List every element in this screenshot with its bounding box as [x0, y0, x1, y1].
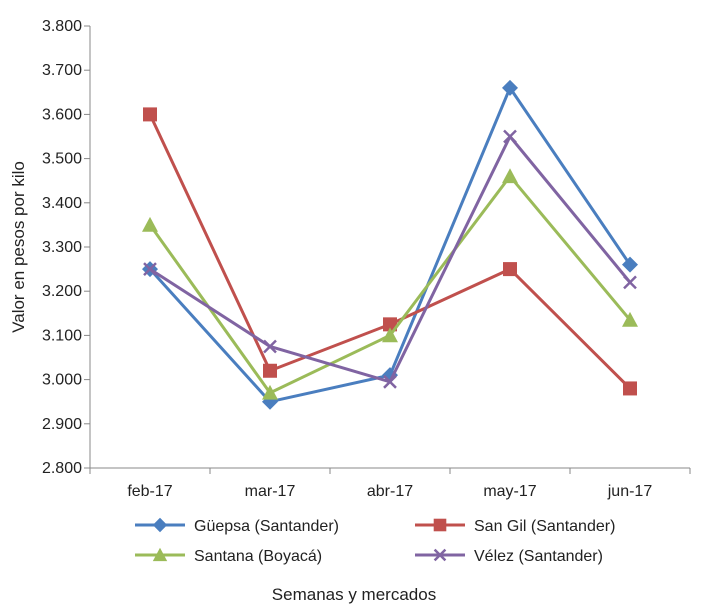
x-tick-label: may-17: [483, 483, 536, 500]
y-tick-label: 3.600: [42, 106, 82, 123]
x-axis-title: Semanas y mercados: [272, 585, 436, 604]
legend-marker: [152, 517, 168, 533]
data-point: [142, 216, 158, 232]
legend-marker: [152, 547, 168, 562]
data-point: [622, 256, 638, 273]
legend-item: Santana (Boyacá): [135, 547, 322, 565]
legend-label: Vélez (Santander): [474, 548, 603, 565]
y-tick-label: 3.300: [42, 239, 82, 256]
data-point: [622, 311, 638, 327]
chart-plot-area: [142, 79, 638, 410]
y-tick-label: 3.800: [42, 18, 82, 35]
data-point: [502, 79, 518, 96]
marker-x-stroke: [383, 374, 397, 389]
series-diamond: [142, 79, 638, 410]
marker-x-stroke: [433, 548, 447, 562]
series-triangle: [142, 168, 638, 400]
data-point: [262, 384, 278, 400]
chart-axes: [84, 25, 691, 474]
data-point: [382, 327, 398, 343]
marker-x-stroke: [623, 275, 637, 290]
data-point: [143, 262, 157, 276]
data-point: [263, 363, 277, 378]
marker-x-stroke: [143, 262, 157, 276]
data-point: [623, 275, 637, 290]
x-tick-label: abr-17: [367, 483, 413, 500]
data-point: [383, 374, 397, 389]
series-line: [148, 86, 632, 404]
chart-tick-labels: 2.800 2.900 3.000 3.100 3.200 3.300 3.400 3.500…: [42, 18, 652, 500]
y-axis-title: Valor en pesos por kilo: [9, 161, 28, 333]
y-tick-label: 2.900: [42, 416, 82, 433]
legend-label: San Gil (Santander): [474, 518, 615, 535]
data-point: [383, 317, 397, 332]
legend-label: Santana (Boyacá): [194, 548, 322, 565]
y-tick-label: 3.400: [42, 195, 82, 212]
y-tick-label: 3.200: [42, 283, 82, 300]
series-square: [143, 107, 637, 396]
marker-x-stroke: [263, 339, 277, 354]
legend-item: Vélez (Santander): [415, 548, 603, 565]
data-point: [503, 129, 517, 144]
series-x: [143, 129, 637, 389]
legend-marker: [433, 548, 447, 562]
x-tick-label: feb-17: [127, 483, 172, 500]
data-point: [143, 107, 157, 122]
data-point: [502, 168, 518, 184]
legend-item: San Gil (Santander): [415, 518, 615, 535]
legend-item: Güepsa (Santander): [135, 517, 339, 535]
data-point: [503, 262, 517, 277]
y-tick-label: 3.100: [42, 327, 82, 344]
legend-marker: [433, 518, 447, 532]
series-line: [149, 135, 632, 384]
y-tick-label: 2.800: [42, 460, 82, 477]
marker-x-stroke: [503, 129, 517, 144]
x-tick-label: mar-17: [245, 483, 296, 500]
series-line: [148, 174, 632, 395]
x-tick-label: jun-17: [607, 483, 653, 500]
data-point: [623, 381, 637, 396]
legend-label: Güepsa (Santander): [194, 518, 339, 535]
y-tick-label: 3.700: [42, 62, 82, 79]
data-point: [263, 339, 277, 354]
y-tick-label: 3.500: [42, 151, 82, 168]
chart-legend: Güepsa (Santander) San Gil (Santander) San…: [135, 517, 615, 565]
y-tick-label: 3.000: [42, 372, 82, 389]
